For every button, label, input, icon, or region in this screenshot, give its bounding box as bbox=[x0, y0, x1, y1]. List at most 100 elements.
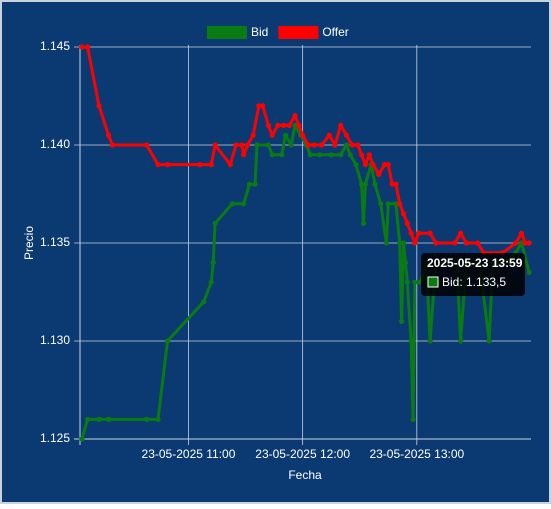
data-point bbox=[296, 122, 302, 128]
legend-label[interactable]: Offer bbox=[322, 25, 348, 39]
data-point bbox=[254, 142, 260, 148]
data-point bbox=[246, 181, 252, 187]
data-point bbox=[265, 142, 271, 148]
data-point bbox=[96, 103, 102, 109]
data-point bbox=[398, 318, 405, 324]
data-point bbox=[397, 240, 403, 246]
y-tick-label: 1.145 bbox=[40, 39, 70, 53]
data-point bbox=[372, 181, 378, 187]
data-point bbox=[227, 162, 233, 168]
data-point bbox=[410, 416, 416, 422]
data-point bbox=[343, 142, 350, 148]
y-tick-label: 1.135 bbox=[40, 235, 70, 249]
data-point bbox=[311, 142, 317, 148]
data-point bbox=[208, 162, 214, 168]
data-point bbox=[212, 142, 218, 148]
data-point bbox=[265, 122, 271, 128]
data-point bbox=[256, 103, 262, 109]
data-point bbox=[85, 416, 91, 422]
data-point bbox=[385, 201, 391, 207]
data-point bbox=[378, 201, 384, 207]
data-point bbox=[164, 338, 171, 344]
data-point bbox=[393, 201, 399, 207]
data-point bbox=[300, 132, 306, 138]
legend-swatch[interactable] bbox=[278, 26, 319, 39]
data-point bbox=[250, 132, 256, 138]
data-point bbox=[360, 220, 367, 226]
data-point bbox=[269, 132, 275, 138]
y-axis-title: Precio bbox=[22, 226, 36, 260]
x-tick-label: 23-05-2025 12:00 bbox=[255, 447, 350, 461]
data-point bbox=[164, 162, 171, 168]
data-point bbox=[328, 152, 334, 158]
data-point bbox=[252, 181, 258, 187]
x-axis-title: Fecha bbox=[288, 468, 322, 482]
data-point bbox=[522, 240, 528, 246]
data-point bbox=[408, 338, 414, 344]
data-point bbox=[282, 132, 289, 138]
data-point bbox=[427, 338, 433, 344]
data-point bbox=[96, 416, 102, 422]
data-point bbox=[275, 122, 281, 128]
x-tick-label: 23-05-2025 11:00 bbox=[142, 447, 236, 461]
data-point bbox=[85, 44, 91, 50]
tooltip-title: 2025-05-23 13:59 bbox=[427, 256, 523, 270]
data-point bbox=[144, 142, 150, 148]
data-point bbox=[402, 260, 409, 266]
data-point bbox=[452, 240, 458, 246]
data-point bbox=[518, 240, 525, 246]
tooltip-swatch bbox=[427, 276, 439, 288]
data-point bbox=[353, 162, 359, 168]
data-point bbox=[286, 122, 292, 128]
data-point bbox=[385, 162, 391, 168]
data-point bbox=[292, 122, 298, 128]
data-point bbox=[319, 142, 325, 148]
data-point bbox=[376, 171, 382, 177]
data-point bbox=[212, 220, 218, 226]
data-point bbox=[307, 152, 313, 158]
data-point bbox=[347, 152, 353, 158]
data-point bbox=[366, 152, 372, 158]
tooltip: 2025-05-23 13:59 Bid: 1.133,5 bbox=[421, 253, 525, 296]
data-point bbox=[105, 132, 112, 138]
data-point bbox=[338, 152, 344, 158]
data-point bbox=[144, 416, 150, 422]
data-point bbox=[210, 260, 216, 266]
data-point bbox=[518, 230, 525, 236]
data-point bbox=[433, 240, 439, 246]
data-point bbox=[412, 240, 418, 246]
y-tick-label: 1.130 bbox=[40, 333, 70, 347]
grid: 1.125 1.130 1.135 1.140 1.145 23-05-2025 11:0… bbox=[40, 39, 531, 461]
data-point bbox=[155, 162, 161, 168]
y-tick-label: 1.140 bbox=[40, 137, 70, 151]
data-point bbox=[279, 152, 285, 158]
data-point bbox=[233, 142, 239, 148]
legend-label[interactable]: Bid bbox=[251, 25, 268, 39]
data-point bbox=[355, 142, 361, 148]
data-point bbox=[457, 230, 464, 236]
data-point bbox=[269, 152, 275, 158]
data-point bbox=[241, 152, 247, 158]
data-point bbox=[109, 142, 115, 148]
data-point bbox=[393, 181, 399, 187]
y-tick-label: 1.125 bbox=[40, 431, 70, 445]
data-point bbox=[155, 416, 161, 422]
data-point bbox=[79, 436, 85, 442]
data-point bbox=[208, 279, 214, 285]
data-point bbox=[197, 162, 203, 168]
data-point bbox=[463, 240, 469, 246]
data-point bbox=[362, 162, 369, 168]
legend[interactable]: Bid Offer bbox=[207, 25, 349, 39]
data-point bbox=[486, 338, 492, 344]
data-point bbox=[404, 279, 410, 285]
data-point bbox=[241, 201, 247, 207]
tooltip-text: Bid: 1.133,5 bbox=[442, 275, 506, 289]
data-point bbox=[513, 240, 519, 246]
data-point bbox=[362, 181, 369, 187]
data-point bbox=[389, 181, 395, 187]
data-point bbox=[281, 122, 287, 128]
data-point bbox=[343, 132, 350, 138]
legend-swatch[interactable] bbox=[207, 26, 247, 39]
